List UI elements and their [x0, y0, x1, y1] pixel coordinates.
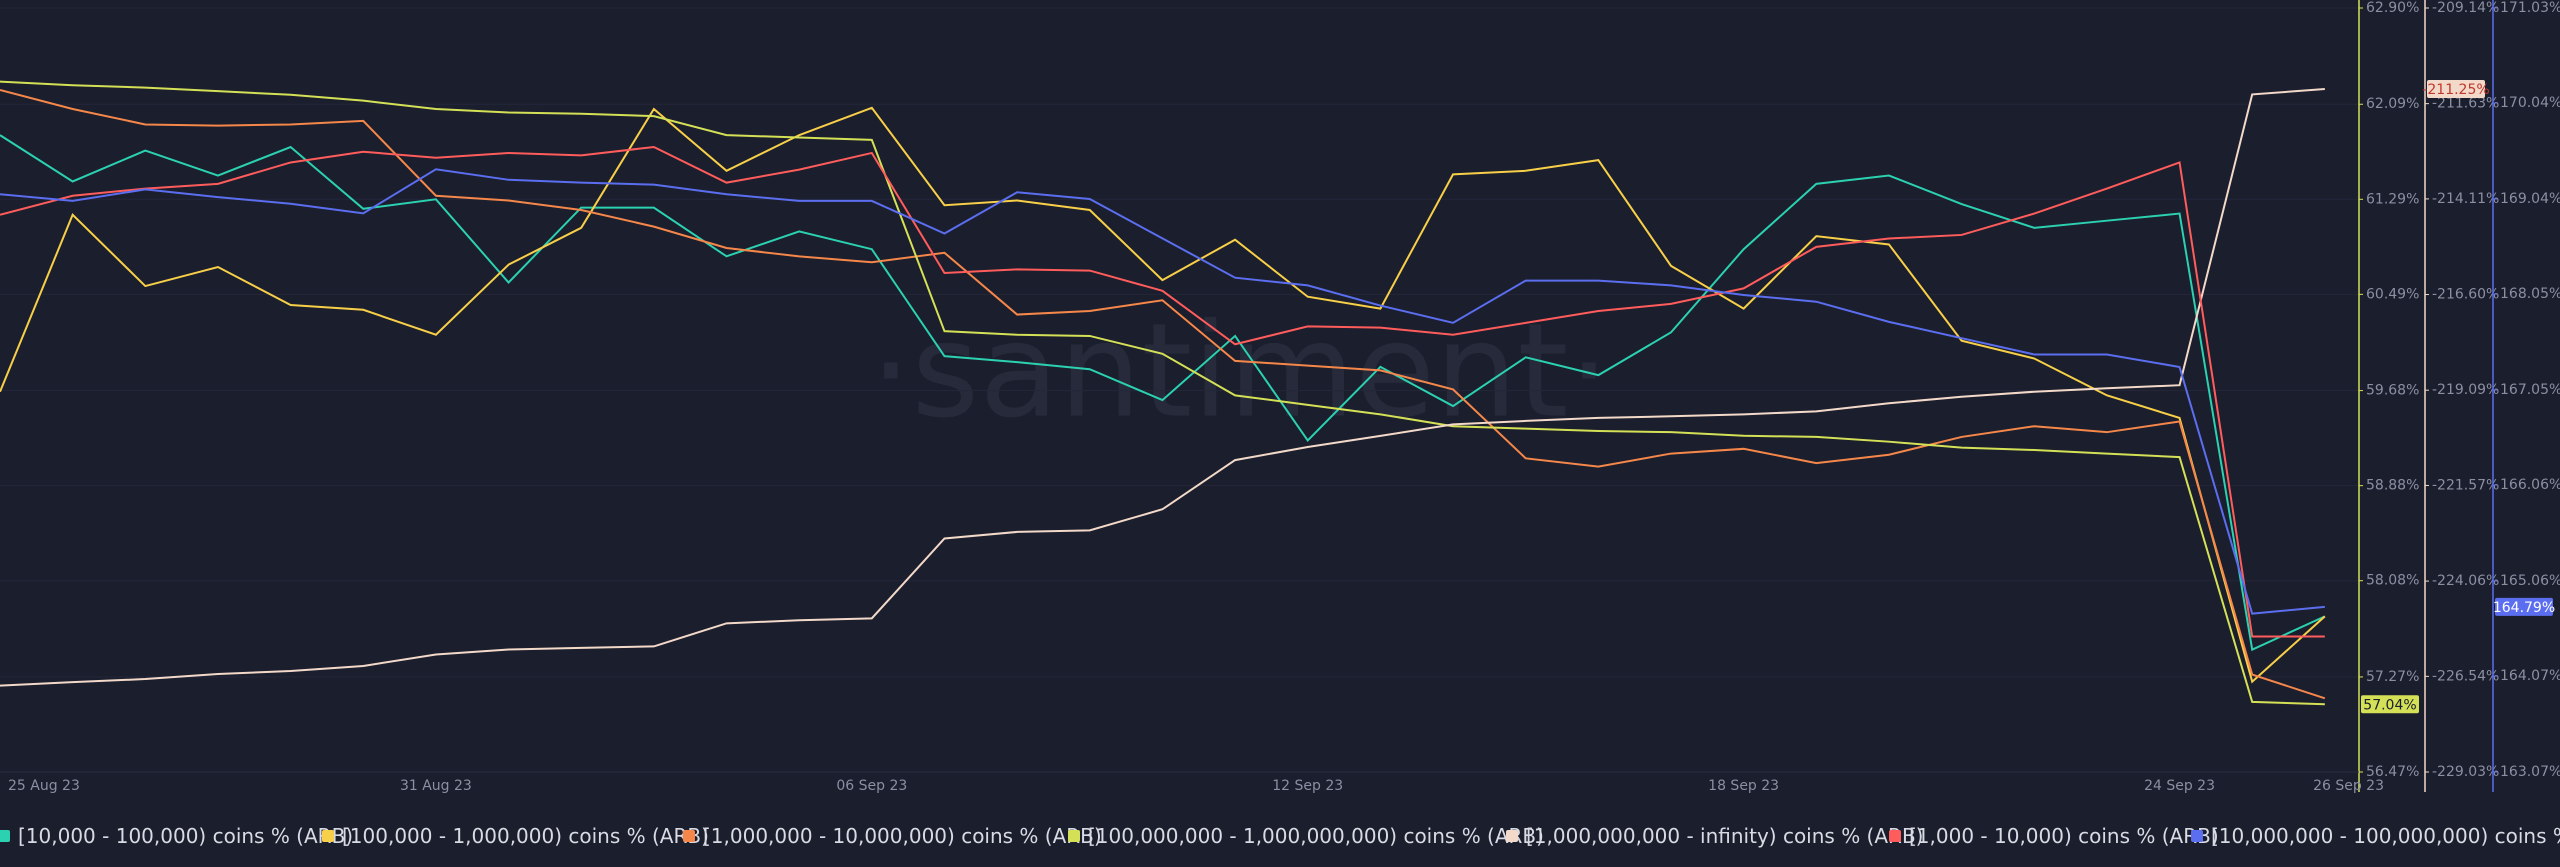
- value-label-text: 164.79%: [2493, 600, 2555, 616]
- series-line: [0, 89, 2326, 700]
- x-tick-label: 31 Aug 23: [400, 778, 472, 794]
- legend: [10,000 - 100,000) coins % (ARB) [100,000…: [0, 816, 2560, 856]
- y-tick-label: 58.88%: [2366, 478, 2419, 494]
- y-tick-label: 168.05%: [2500, 286, 2560, 302]
- legend-label: [1,000,000 - 10,000,000) coins % (ARB): [703, 824, 1102, 848]
- legend-item[interactable]: [100,000,000 - 1,000,000,000) coins % (A…: [1068, 824, 1544, 848]
- legend-item[interactable]: [1,000 - 10,000) coins % (ARB): [1889, 824, 2219, 848]
- legend-item[interactable]: [10,000,000 - 100,000,000) coins % (ARB): [2191, 824, 2560, 848]
- legend-swatch: [683, 830, 695, 842]
- series-line: [0, 106, 2326, 684]
- value-label: -211.25%: [2422, 80, 2490, 99]
- legend-label: [10,000,000 - 100,000,000) coins % (ARB): [2211, 824, 2560, 848]
- legend-item[interactable]: [100,000 - 1,000,000) coins % (ARB): [322, 824, 709, 848]
- legend-label: [100,000,000 - 1,000,000,000) coins % (A…: [1088, 824, 1544, 848]
- y-tick-label: 61.29%: [2366, 191, 2419, 207]
- x-tick-label: 06 Sep 23: [836, 778, 907, 794]
- legend-label: [100,000 - 1,000,000) coins % (ARB): [342, 824, 709, 848]
- legend-item[interactable]: [1,000,000 - 10,000,000) coins % (ARB): [683, 824, 1102, 848]
- value-label: 164.79%: [2493, 597, 2555, 616]
- value-label-box: [2361, 695, 2419, 714]
- y-tick-label: -211.63%: [2432, 96, 2499, 112]
- value-label-text: -211.25%: [2422, 82, 2489, 98]
- legend-label: [1,000 - 10,000) coins % (ARB): [1909, 824, 2219, 848]
- series-line: [0, 88, 2325, 687]
- y-tick-label: 171.03%: [2500, 0, 2560, 16]
- x-tick-label: 24 Sep 23: [2144, 778, 2215, 794]
- value-label-text: 57.04%: [2363, 697, 2416, 713]
- value-label-box: [2495, 597, 2553, 616]
- y-tick-label: 169.04%: [2500, 191, 2560, 207]
- y-tick-label: -221.57%: [2432, 477, 2499, 493]
- y-tick-label: -226.54%: [2432, 668, 2499, 684]
- legend-label: [10,000 - 100,000) coins % (ARB): [18, 824, 354, 848]
- legend-item[interactable]: [10,000 - 100,000) coins % (ARB): [0, 824, 353, 848]
- y-tick-label: 165.06%: [2500, 573, 2560, 589]
- y-tick-label: -224.06%: [2432, 573, 2499, 589]
- y-tick-label: 164.07%: [2500, 668, 2560, 684]
- y-tick-label: -209.14%: [2432, 0, 2499, 16]
- y-tick-label: 166.06%: [2500, 477, 2560, 493]
- x-tick-label: 26 Sep 23: [2313, 778, 2384, 794]
- y-tick-label: 163.07%: [2500, 764, 2560, 780]
- legend-swatch: [1068, 830, 1080, 842]
- series-line: [0, 80, 2325, 706]
- legend-swatch: [1506, 830, 1518, 842]
- y-tick-label: 62.90%: [2366, 0, 2419, 16]
- y-tick-label: 62.09%: [2366, 96, 2419, 112]
- y-tick-label: -229.03%: [2432, 764, 2499, 780]
- value-label: 57.04%: [2361, 695, 2419, 714]
- series-line: [0, 145, 2325, 638]
- x-tick-label: 18 Sep 23: [1708, 778, 1779, 794]
- value-label-box: [2427, 80, 2485, 99]
- legend-swatch: [1889, 830, 1901, 842]
- series-line: [0, 168, 2325, 615]
- x-tick-label: 12 Sep 23: [1272, 778, 1343, 794]
- legend-swatch: [322, 830, 334, 842]
- x-tick-label: 25 Aug 23: [8, 778, 80, 794]
- y-tick-label: -216.60%: [2432, 287, 2499, 303]
- y-tick-label: 58.08%: [2366, 573, 2419, 589]
- legend-item[interactable]: [1,000,000,000 - infinity) coins % (ARB): [1506, 824, 1923, 848]
- series-line: [0, 134, 2326, 652]
- y-tick-label: 57.27%: [2366, 669, 2419, 685]
- y-tick-label: -219.09%: [2432, 382, 2499, 398]
- chart: ·santiment· 62.90% 62.09% 61.29% 60.49% 59.6…: [0, 0, 2560, 794]
- y-tick-label: 56.47%: [2366, 764, 2419, 780]
- legend-swatch: [0, 830, 10, 842]
- y-tick-label: 60.49%: [2366, 286, 2419, 302]
- y-tick-label: -214.11%: [2432, 191, 2499, 207]
- y-tick-label: 167.05%: [2500, 382, 2560, 398]
- legend-swatch: [2191, 830, 2203, 842]
- watermark: ·santiment·: [870, 295, 1610, 447]
- y-tick-label: 59.68%: [2366, 383, 2419, 399]
- legend-label: [1,000,000,000 - infinity) coins % (ARB): [1526, 824, 1924, 848]
- y-tick-label: 170.04%: [2500, 95, 2560, 111]
